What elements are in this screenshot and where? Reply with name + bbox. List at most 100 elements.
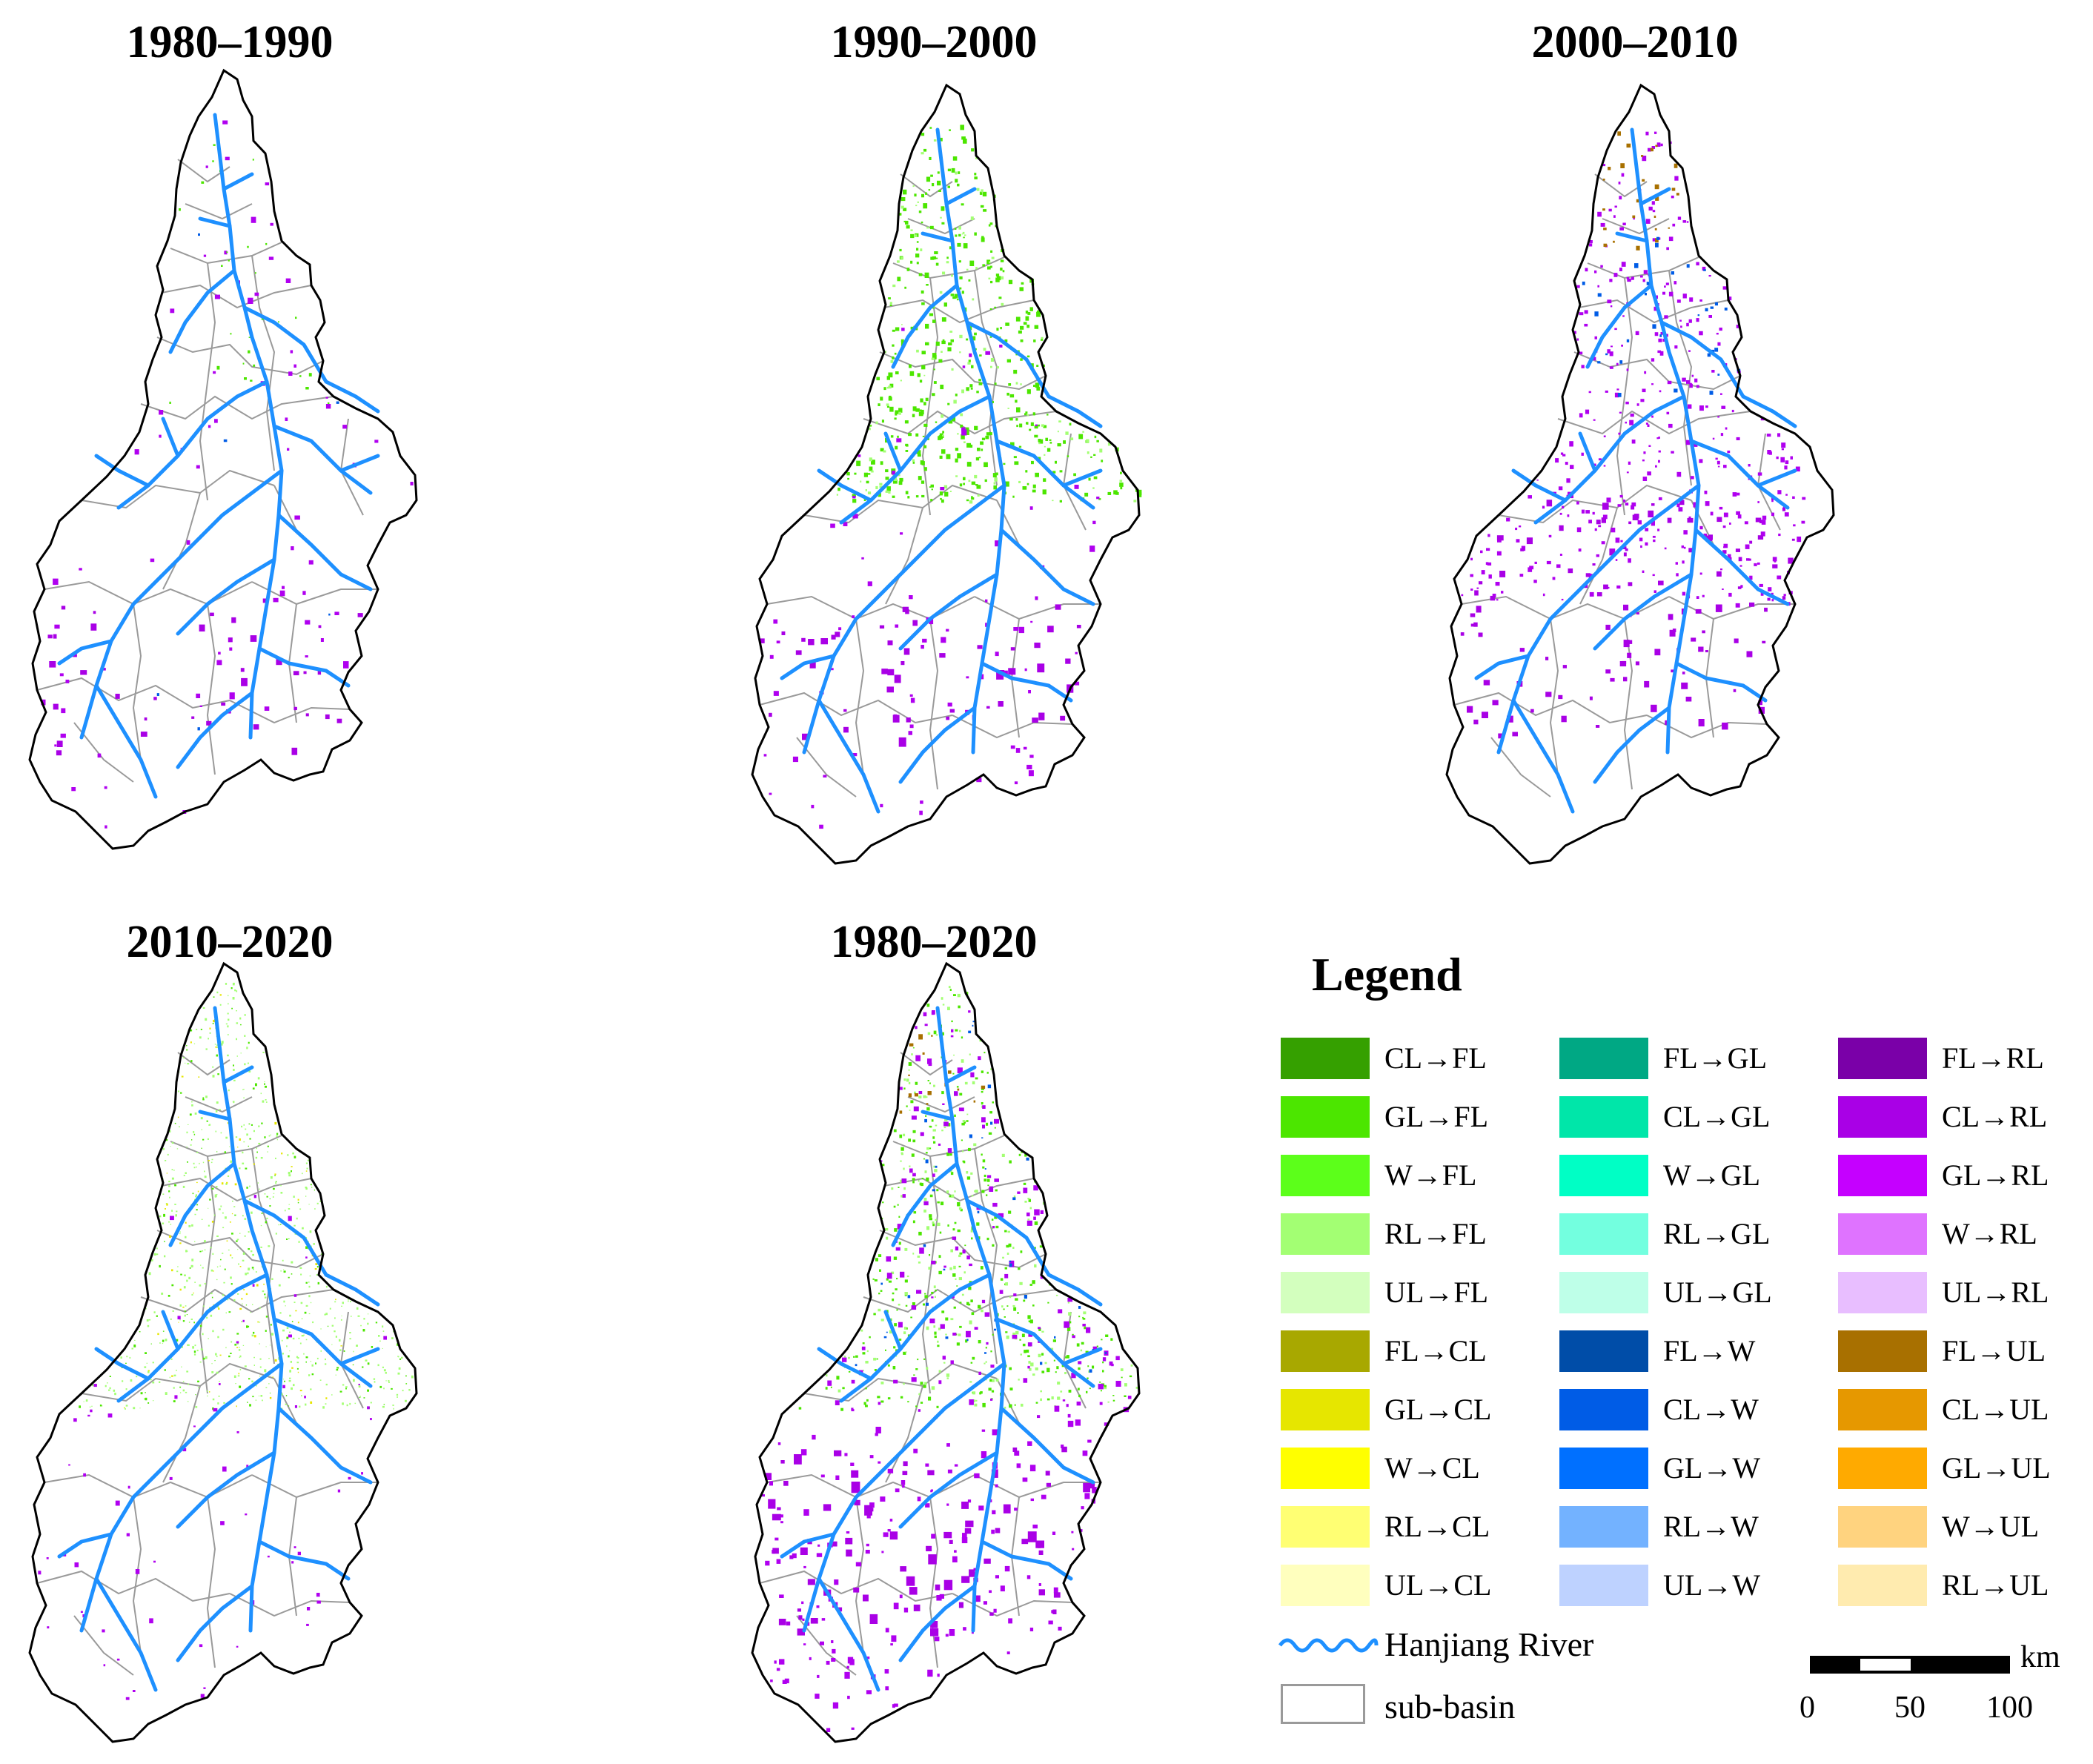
land-change-patch	[1647, 471, 1651, 476]
land-change-patch	[1664, 315, 1668, 319]
land-change-patch	[269, 1396, 272, 1399]
land-change-patch	[920, 460, 924, 465]
land-change-patch	[883, 450, 886, 453]
land-change-patch	[1658, 437, 1660, 439]
land-change-patch	[835, 1400, 840, 1405]
land-change-patch	[383, 1387, 385, 1390]
land-change-patch	[1133, 500, 1137, 503]
land-change-patch	[979, 191, 983, 195]
land-change-patch	[225, 1023, 228, 1025]
land-change-patch	[1717, 374, 1720, 376]
land-change-patch	[760, 638, 765, 643]
land-change-patch	[233, 1206, 236, 1207]
land-change-patch	[931, 1533, 936, 1539]
land-change-patch	[411, 1375, 414, 1379]
land-change-patch	[1037, 310, 1041, 314]
land-change-patch	[288, 1405, 290, 1407]
land-change-patch	[880, 1400, 884, 1403]
land-change-patch	[915, 433, 919, 437]
land-change-patch	[933, 1030, 937, 1035]
land-change-patch	[1785, 460, 1789, 465]
land-change-patch	[1026, 764, 1032, 769]
land-change-patch	[266, 1196, 268, 1198]
land-change-patch	[991, 1390, 995, 1393]
land-change-patch	[1037, 424, 1041, 427]
legend-swatch	[1559, 1096, 1648, 1138]
land-change-patch	[235, 1383, 236, 1385]
land-change-patch	[336, 1368, 339, 1371]
land-change-patch	[239, 1138, 241, 1141]
land-change-patch	[934, 1296, 936, 1298]
land-change-patch	[915, 495, 919, 498]
land-change-patch	[331, 1324, 334, 1327]
land-change-patch	[335, 1299, 336, 1301]
land-change-patch	[1046, 414, 1049, 416]
land-change-patch	[963, 1161, 966, 1164]
land-change-patch	[869, 1336, 871, 1339]
subbasin-legend-label: sub-basin	[1384, 1688, 1516, 1725]
land-change-patch	[236, 1405, 237, 1407]
land-change-patch	[994, 1178, 999, 1182]
land-change-patch	[195, 1196, 197, 1198]
land-change-patch	[273, 1187, 275, 1190]
land-change-patch	[865, 1387, 867, 1390]
land-change-patch	[146, 1319, 149, 1322]
land-change-patch	[929, 1082, 931, 1084]
land-change-patch	[831, 668, 834, 671]
hanjiang-river	[921, 231, 955, 243]
land-change-patch	[163, 1213, 165, 1217]
land-change-patch	[1576, 501, 1579, 505]
land-change-patch	[1105, 1334, 1109, 1337]
land-change-patch	[861, 557, 864, 560]
land-change-patch	[320, 638, 324, 642]
land-change-patch	[244, 1063, 246, 1066]
land-change-patch	[150, 1379, 152, 1381]
sub-basin-boundary	[251, 1148, 276, 1365]
land-change-patch	[1570, 465, 1574, 469]
land-change-patch	[1029, 755, 1034, 758]
land-change-patch	[262, 1052, 265, 1053]
land-change-patch	[1625, 548, 1628, 551]
land-change-patch	[189, 1267, 191, 1269]
land-change-patch	[1027, 312, 1031, 315]
land-change-patch	[923, 1095, 926, 1098]
legend-swatch	[1559, 1565, 1648, 1606]
land-change-patch	[236, 1038, 237, 1041]
land-change-patch	[1089, 1387, 1091, 1390]
land-change-patch	[931, 1291, 934, 1294]
land-change-patch	[905, 491, 909, 494]
land-change-patch	[331, 1394, 333, 1396]
sub-basin-boundary	[251, 1474, 378, 1499]
sub-basin-boundary	[170, 1135, 282, 1158]
land-change-patch	[1492, 700, 1499, 706]
sub-basin-boundary	[879, 1230, 1046, 1269]
land-change-patch	[934, 1637, 940, 1642]
land-change-patch	[1652, 238, 1656, 242]
land-change-patch	[955, 1278, 957, 1280]
legend-swatch	[1281, 1448, 1370, 1489]
land-change-patch	[266, 1217, 268, 1219]
land-change-patch	[943, 485, 948, 489]
land-change-patch	[1567, 514, 1570, 517]
land-change-patch	[1676, 299, 1681, 303]
land-change-patch	[911, 1305, 917, 1310]
land-change-patch	[832, 1648, 836, 1654]
land-change-patch	[1003, 1308, 1005, 1310]
land-change-patch	[1009, 394, 1015, 398]
land-change-patch	[1631, 502, 1636, 507]
hanjiang-river	[802, 1362, 1006, 1633]
land-change-patch	[1648, 147, 1651, 152]
land-change-patch	[819, 824, 823, 829]
land-change-patch	[133, 1407, 136, 1410]
land-change-patch	[935, 341, 940, 346]
land-change-patch	[214, 419, 218, 423]
land-change-patch	[900, 1179, 903, 1183]
land-change-patch	[334, 1301, 336, 1303]
land-change-patch	[1065, 658, 1071, 664]
hanjiang-river	[1593, 706, 1671, 784]
land-change-patch	[1653, 590, 1656, 593]
land-change-patch	[169, 401, 171, 404]
land-change-patch	[995, 1528, 1001, 1533]
land-change-patch	[803, 1509, 809, 1516]
land-change-patch	[1654, 131, 1657, 134]
